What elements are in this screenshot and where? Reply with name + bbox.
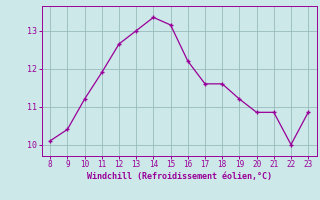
X-axis label: Windchill (Refroidissement éolien,°C): Windchill (Refroidissement éolien,°C) bbox=[87, 172, 272, 181]
